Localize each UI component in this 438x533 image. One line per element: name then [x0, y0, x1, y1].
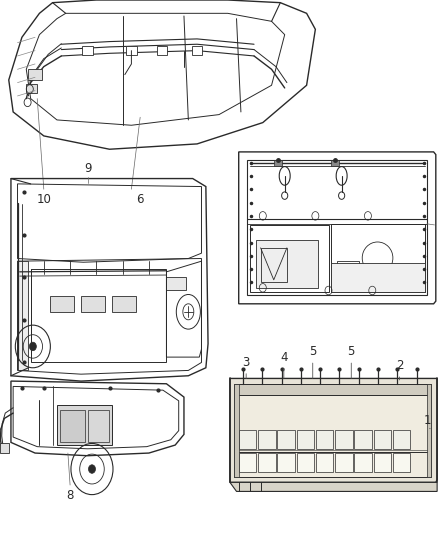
- Bar: [28, 69, 42, 80]
- Bar: [60, 410, 85, 442]
- Bar: [354, 453, 372, 472]
- Bar: [261, 248, 287, 282]
- Bar: [331, 224, 425, 292]
- Bar: [258, 430, 276, 449]
- Bar: [335, 430, 353, 449]
- Bar: [234, 384, 239, 477]
- Text: 9: 9: [84, 162, 92, 175]
- Bar: [256, 240, 318, 288]
- Bar: [239, 453, 256, 472]
- Text: 7: 7: [437, 219, 438, 231]
- Bar: [331, 160, 339, 166]
- Text: 6: 6: [136, 193, 144, 206]
- Text: 3: 3: [243, 356, 250, 369]
- Bar: [335, 453, 353, 472]
- Bar: [277, 453, 295, 472]
- Bar: [50, 296, 74, 312]
- Polygon shape: [230, 378, 437, 482]
- Bar: [274, 160, 282, 166]
- Bar: [57, 405, 112, 445]
- Bar: [88, 410, 109, 442]
- Bar: [374, 430, 391, 449]
- Bar: [427, 384, 431, 477]
- Bar: [277, 430, 295, 449]
- Bar: [331, 263, 425, 292]
- Bar: [239, 430, 256, 449]
- Bar: [297, 453, 314, 472]
- Bar: [0, 443, 9, 453]
- Bar: [26, 84, 37, 93]
- Text: 5: 5: [309, 345, 316, 358]
- Bar: [81, 296, 105, 312]
- Circle shape: [29, 342, 36, 351]
- Text: 1: 1: [423, 415, 431, 427]
- Bar: [393, 430, 410, 449]
- Bar: [316, 430, 333, 449]
- Bar: [31, 269, 166, 362]
- Text: 5: 5: [348, 345, 355, 358]
- Bar: [157, 46, 167, 55]
- Bar: [258, 453, 276, 472]
- Bar: [112, 296, 136, 312]
- Bar: [166, 277, 186, 290]
- Polygon shape: [230, 482, 437, 491]
- Bar: [354, 430, 372, 449]
- Bar: [374, 453, 391, 472]
- Bar: [234, 385, 431, 477]
- Bar: [234, 384, 431, 395]
- Text: 8: 8: [67, 489, 74, 502]
- Bar: [297, 430, 314, 449]
- Bar: [192, 46, 202, 55]
- Bar: [126, 46, 137, 55]
- Bar: [82, 46, 93, 55]
- Text: 4: 4: [280, 351, 288, 364]
- Text: 2: 2: [396, 359, 403, 372]
- Bar: [316, 453, 333, 472]
- Bar: [337, 261, 359, 288]
- Circle shape: [88, 465, 95, 473]
- Text: 10: 10: [36, 193, 51, 206]
- Bar: [18, 261, 28, 370]
- Bar: [393, 453, 410, 472]
